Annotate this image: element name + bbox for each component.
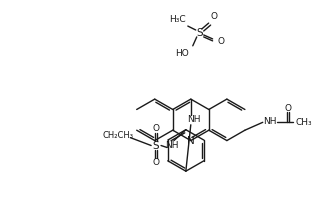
Text: O: O <box>284 104 291 113</box>
Text: CH₂CH₃: CH₂CH₃ <box>103 131 134 140</box>
Text: O: O <box>153 124 160 133</box>
Text: S: S <box>153 141 160 151</box>
Text: H₃C: H₃C <box>169 15 186 24</box>
Text: O: O <box>217 37 224 46</box>
Text: NH: NH <box>263 117 276 126</box>
Text: HO: HO <box>175 49 189 58</box>
Text: CH₃: CH₃ <box>295 118 312 127</box>
Text: S: S <box>196 28 203 38</box>
Text: N: N <box>187 136 195 146</box>
Text: O: O <box>210 12 217 21</box>
Text: NH: NH <box>187 115 200 124</box>
Text: NH: NH <box>165 141 179 150</box>
Text: O: O <box>153 158 160 167</box>
